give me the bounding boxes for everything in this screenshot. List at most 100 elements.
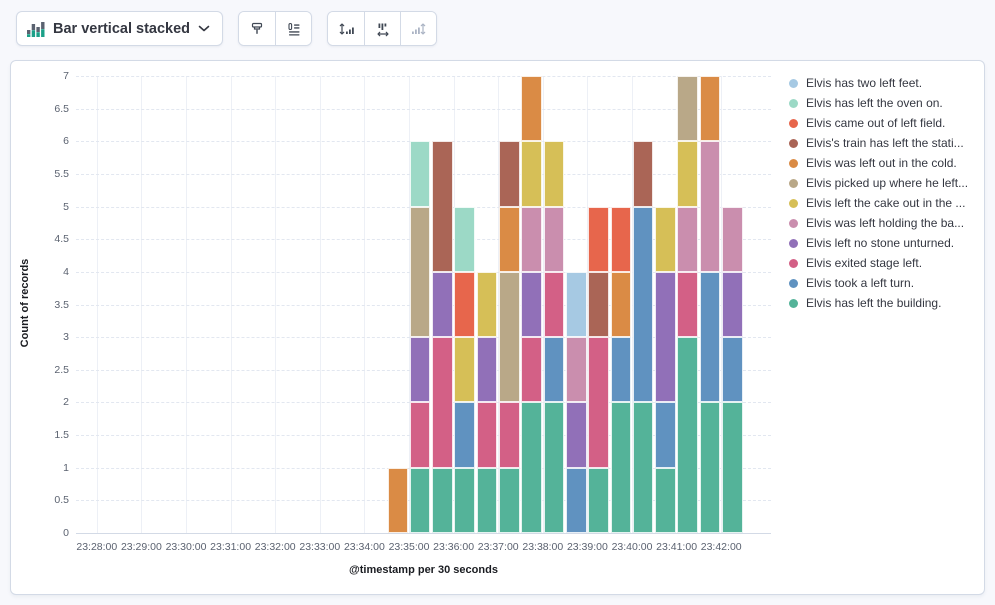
bar-segment[interactable]: [655, 206, 676, 272]
x-tick-label: 23:31:00: [210, 541, 252, 553]
bar-segment[interactable]: [454, 271, 476, 338]
bar-segment[interactable]: [722, 337, 743, 403]
x-tick-label: 23:39:00: [566, 541, 608, 553]
bar-segment[interactable]: [543, 402, 565, 533]
bar-segment[interactable]: [588, 271, 609, 338]
bar-segment[interactable]: [565, 402, 587, 468]
bar-segment[interactable]: [499, 402, 520, 468]
bar-segment[interactable]: [476, 467, 498, 533]
legend-item[interactable]: Elvis exited stage left.: [789, 256, 979, 270]
bar-segment[interactable]: [476, 271, 498, 338]
x-tick-label: 23:41:00: [656, 541, 698, 553]
chart-type-dropdown[interactable]: Bar vertical stacked: [16, 11, 224, 46]
legend-dot-icon: [789, 298, 798, 308]
y-tick-label: 0: [63, 527, 69, 539]
bar-segment[interactable]: [677, 206, 699, 272]
bar-segment[interactable]: [655, 467, 676, 533]
legend-label: Elvis has left the building.: [806, 296, 942, 310]
bar-segment[interactable]: [699, 76, 721, 142]
bar-segment[interactable]: [409, 402, 431, 468]
bar-segment[interactable]: [499, 206, 520, 272]
bar-segment[interactable]: [499, 467, 520, 533]
y-tick-label: 5: [63, 200, 69, 213]
legend-dot-icon: [789, 138, 798, 148]
legend-item[interactable]: Elvis picked up where he left...: [789, 176, 979, 190]
bar-segment[interactable]: [610, 271, 632, 338]
bar-segment[interactable]: [543, 271, 565, 338]
legend-item[interactable]: Elvis came out of left field.: [789, 116, 979, 130]
legend-item[interactable]: Elvis left the cake out in the ...: [789, 196, 979, 210]
bar-segment[interactable]: [565, 337, 587, 403]
bar-segment[interactable]: [588, 467, 609, 533]
y-tick-label: 2: [63, 396, 69, 409]
bar-segment[interactable]: [476, 337, 498, 403]
bar-segment[interactable]: [699, 141, 721, 272]
bar-segment[interactable]: [699, 271, 721, 403]
legend-settings-button[interactable]: [275, 12, 312, 45]
bar-segment[interactable]: [677, 76, 699, 142]
bar-segment[interactable]: [409, 337, 431, 403]
bar-segment[interactable]: [677, 141, 699, 207]
legend-item[interactable]: Elvis was left out in the cold.: [789, 156, 979, 170]
bar-segment[interactable]: [543, 337, 565, 403]
bar-segment[interactable]: [432, 467, 453, 533]
bar-segment[interactable]: [588, 206, 609, 272]
legend-item[interactable]: Elvis has two left feet.: [789, 76, 979, 90]
bar-segment[interactable]: [722, 402, 743, 533]
left-axis-button[interactable]: [328, 12, 365, 45]
bar-segment[interactable]: [632, 206, 654, 403]
bar-segment[interactable]: [632, 141, 654, 207]
bar-segment[interactable]: [454, 206, 476, 272]
bar-segment[interactable]: [610, 337, 632, 403]
legend-item[interactable]: Elvis has left the building.: [789, 296, 979, 310]
bar-segment[interactable]: [521, 141, 542, 207]
bar-segment[interactable]: [454, 337, 476, 403]
bar-segment[interactable]: [699, 402, 721, 533]
bar-segment[interactable]: [409, 206, 431, 338]
legend-item[interactable]: Elvis left no stone unturned.: [789, 236, 979, 250]
y-tick-label: 7: [63, 70, 69, 82]
x-tick-label: 23:35:00: [388, 541, 430, 553]
bar-segment[interactable]: [521, 76, 542, 142]
bar-segment[interactable]: [454, 467, 476, 533]
bar-segment[interactable]: [632, 402, 654, 533]
legend-item[interactable]: Elvis has left the oven on.: [789, 96, 979, 110]
bar-segment[interactable]: [677, 337, 699, 533]
legend-item[interactable]: Elvis was left holding the ba...: [789, 216, 979, 230]
bar-segment[interactable]: [432, 271, 453, 338]
bar-segment[interactable]: [610, 206, 632, 272]
bar-segment[interactable]: [521, 337, 542, 403]
bar-segment[interactable]: [409, 141, 431, 207]
legend-dot-icon: [789, 238, 798, 248]
bar-segment[interactable]: [521, 206, 542, 272]
bar-segment[interactable]: [454, 402, 476, 468]
bar-segment[interactable]: [655, 402, 676, 468]
legend-item[interactable]: Elvis's train has left the stati...: [789, 136, 979, 150]
bar-segment[interactable]: [432, 337, 453, 468]
bar-segment[interactable]: [432, 141, 453, 272]
bar-segment[interactable]: [499, 271, 520, 403]
bar-segment[interactable]: [565, 271, 587, 338]
bar-segment[interactable]: [610, 402, 632, 533]
axis-left-icon: [338, 21, 354, 37]
bar-segment[interactable]: [409, 467, 431, 533]
bar-segment[interactable]: [677, 271, 699, 338]
bar-segment[interactable]: [521, 402, 542, 533]
bar-segment[interactable]: [499, 141, 520, 207]
bar-segment[interactable]: [521, 271, 542, 338]
chart-panel: Count of records 0 0.5 1 1.5 2 2.5 3 3.5 4 4.5 5 5.…: [10, 60, 985, 595]
bar-segment[interactable]: [476, 402, 498, 468]
bottom-axis-button[interactable]: [364, 12, 401, 45]
visual-options-button[interactable]: [239, 12, 276, 45]
bar-segment[interactable]: [565, 467, 587, 533]
bar-segment[interactable]: [655, 271, 676, 403]
bar-segment[interactable]: [543, 141, 565, 207]
bar-segment[interactable]: [387, 467, 409, 533]
bar-segment[interactable]: [722, 271, 743, 338]
x-tick-label: 23:34:00: [343, 541, 385, 553]
legend-item[interactable]: Elvis took a left turn.: [789, 276, 979, 290]
display-options-group: [238, 11, 313, 46]
bar-segment[interactable]: [543, 206, 565, 272]
bar-segment[interactable]: [588, 337, 609, 468]
bar-segment[interactable]: [722, 206, 743, 272]
